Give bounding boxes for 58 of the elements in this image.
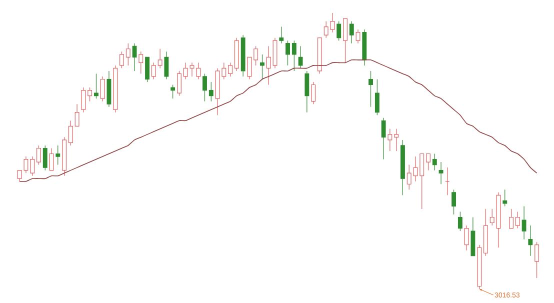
candlestick <box>509 208 514 229</box>
candlestick <box>88 87 92 102</box>
candlestick <box>42 145 48 171</box>
candlestick <box>74 104 80 126</box>
candlestick <box>528 225 533 256</box>
candlestick <box>68 120 73 146</box>
candlestick <box>132 43 137 72</box>
candlestick <box>502 189 508 206</box>
candlestick <box>343 18 348 63</box>
candlestick <box>298 46 303 68</box>
candlestick <box>151 62 156 80</box>
candlestick <box>228 62 233 77</box>
candlestick <box>177 70 182 96</box>
candlestick <box>388 128 392 152</box>
candlestick <box>368 70 373 108</box>
candlestick <box>304 70 310 113</box>
candlestick <box>94 73 98 99</box>
candlestick <box>464 225 469 251</box>
candlestick <box>490 208 494 226</box>
candlestick <box>438 162 444 184</box>
candlestick <box>534 242 540 278</box>
candlestick <box>420 153 424 210</box>
candlestick <box>120 51 124 68</box>
candlestick <box>126 43 130 66</box>
candlestick <box>266 46 271 86</box>
candlestick <box>394 128 399 152</box>
candlestick <box>170 84 176 99</box>
candlestick <box>138 51 144 74</box>
candlestick <box>515 211 520 229</box>
candlestick <box>522 206 526 240</box>
candlestick <box>49 148 54 171</box>
candlestick <box>254 46 258 66</box>
candlestick <box>381 118 386 160</box>
candlestick <box>100 76 105 102</box>
candlestick <box>260 54 264 80</box>
candlestick <box>164 51 169 80</box>
candlestick <box>356 29 360 44</box>
candlestick <box>279 26 284 44</box>
candlestick <box>426 153 430 171</box>
candlestick <box>30 156 35 176</box>
candlestick <box>374 78 380 116</box>
candlestick <box>336 20 342 41</box>
candlestick <box>81 87 86 113</box>
candlestick <box>458 211 462 232</box>
candlestick <box>349 20 354 44</box>
candlestick <box>196 62 201 80</box>
candlestick <box>432 153 437 171</box>
candlestick <box>202 73 207 102</box>
candlestick <box>145 56 150 82</box>
candlestick <box>247 56 252 80</box>
candlestick <box>286 40 290 66</box>
candlestick <box>311 82 316 104</box>
candlestick <box>56 145 60 166</box>
candlestick <box>158 48 162 68</box>
candlestick <box>36 145 41 166</box>
candlestick <box>452 189 456 215</box>
candlestick <box>208 82 214 102</box>
candlestick <box>292 40 296 72</box>
